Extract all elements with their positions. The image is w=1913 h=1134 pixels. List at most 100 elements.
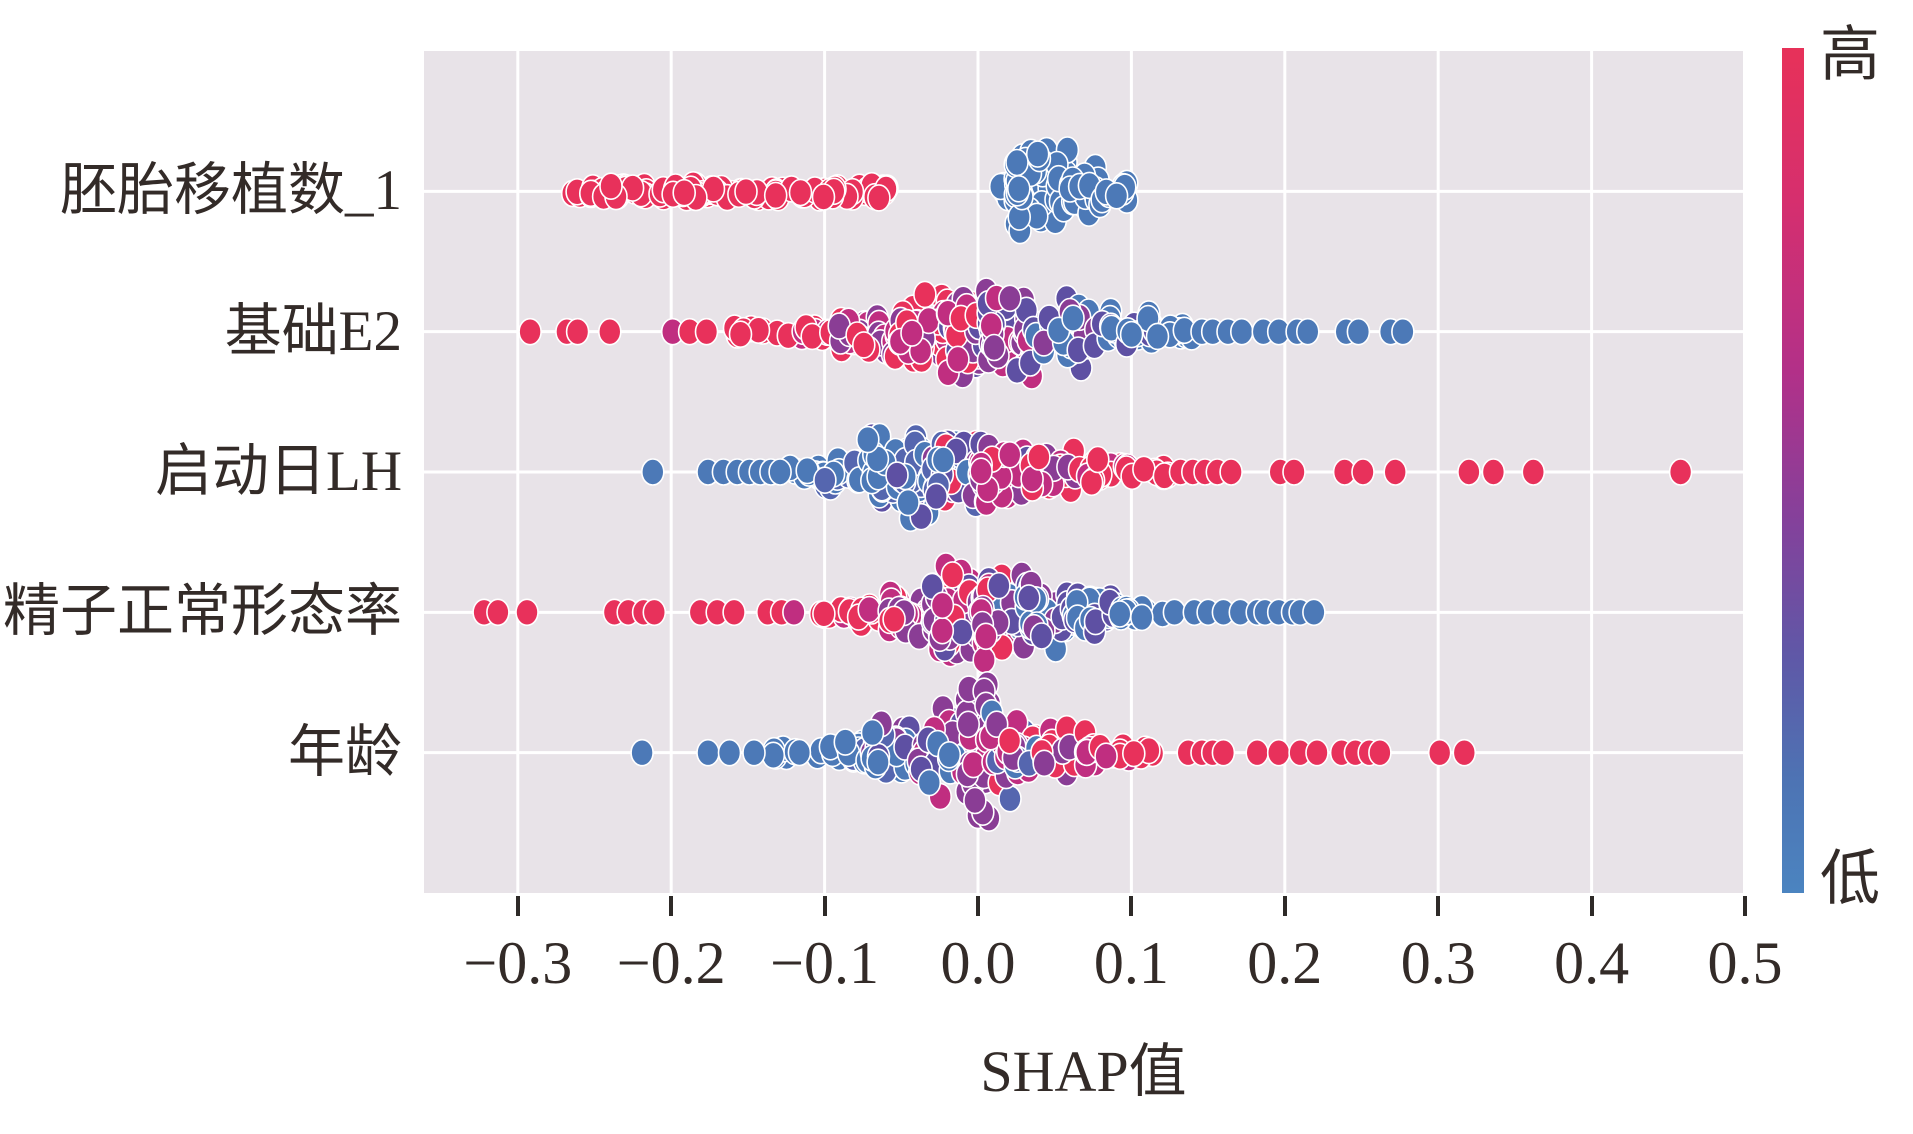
shap-point (931, 446, 956, 474)
shap-point (1085, 445, 1110, 474)
shap-point (896, 488, 920, 517)
shap-point (1457, 458, 1481, 486)
x-tick-label: 0.1 (1093, 930, 1169, 996)
shap-point (728, 320, 753, 349)
x-axis-title: SHAP值 (980, 1039, 1187, 1104)
shap-point (1104, 182, 1129, 210)
shap-point (940, 561, 965, 589)
shap-point (900, 319, 924, 347)
shap-point (811, 183, 836, 211)
x-tick-label: 0.5 (1707, 930, 1783, 996)
x-tick-label: 0.4 (1554, 930, 1630, 996)
x-tick-mark (669, 896, 674, 916)
shap-point (1266, 738, 1291, 767)
shap-point (694, 317, 719, 346)
feature-label-1: 胚胎移植数_1 (60, 159, 402, 223)
shap-point (515, 598, 539, 627)
shap-point (518, 317, 542, 346)
shap-point (1145, 322, 1170, 351)
colorbar-gradient (1782, 48, 1804, 893)
shap-point (788, 178, 813, 207)
shap-point (950, 618, 974, 646)
plot-panel (424, 51, 1743, 893)
shap-point (1351, 458, 1375, 486)
x-tick-mark (1282, 896, 1287, 916)
shap-point (937, 740, 962, 769)
shap-point (851, 331, 876, 359)
y-axis-feature-labels: 胚胎移植数_1 基础E2 启动日LH 精子正常形态率 年龄 (0, 0, 410, 900)
shap-point (1295, 317, 1320, 346)
shap-point (924, 482, 949, 511)
shap-point (763, 181, 788, 210)
shap-point (672, 178, 697, 207)
shap-point (787, 738, 812, 767)
shap-point (813, 466, 837, 495)
shap-point (1427, 738, 1452, 767)
shap-point (642, 598, 667, 627)
shap-point (882, 605, 906, 634)
shap-point (867, 184, 891, 212)
feature-label-4: 精子正常形态率 (3, 580, 402, 644)
shap-point (1006, 175, 1031, 203)
feature-label-2: 基础E2 (224, 299, 402, 363)
shap-point (1162, 598, 1187, 627)
x-tick-mark (1436, 896, 1441, 916)
shap-point (1032, 749, 1057, 778)
shap-point (1668, 458, 1693, 486)
x-tick-mark (1743, 896, 1747, 916)
shap-point (768, 458, 792, 486)
x-tick-mark (822, 896, 827, 916)
shap-point (1481, 458, 1506, 486)
shap-point (486, 598, 510, 627)
shap-point (855, 425, 880, 454)
shap-point (930, 591, 955, 620)
shap-point (972, 646, 997, 674)
colorbar-low-label: 低 (1820, 846, 1880, 912)
x-tick-label: −0.3 (463, 930, 573, 996)
shap-point (1305, 738, 1329, 767)
shap-point (961, 750, 986, 779)
shap-point (974, 622, 998, 651)
shap-point (1029, 622, 1054, 650)
colorbar-high-label: 高 (1820, 22, 1880, 88)
shap-point (696, 738, 720, 767)
shap-point (1383, 458, 1408, 486)
shap-point (1005, 148, 1029, 177)
shap-point (997, 440, 1022, 469)
shap-point (1219, 458, 1243, 486)
shap-point (833, 728, 858, 756)
shap-point (599, 172, 623, 200)
shap-point (782, 598, 806, 627)
shap-point (1027, 443, 1051, 471)
shap-point (1107, 600, 1132, 628)
shap-point (1452, 738, 1477, 767)
shap-point (885, 461, 909, 489)
shap-point (866, 748, 890, 777)
shap-point (987, 571, 1011, 600)
shap-point (930, 616, 955, 645)
shap-point (913, 280, 937, 309)
shap-point (1094, 742, 1118, 771)
shap-point (734, 177, 758, 206)
shap-point (857, 595, 882, 624)
shap-point (641, 458, 665, 486)
x-tick-mark (1129, 896, 1134, 916)
shap-point (1521, 458, 1546, 486)
shap-point (946, 345, 970, 374)
shap-point (812, 599, 836, 628)
x-tick-label: 0.2 (1247, 930, 1323, 996)
shap-point (1016, 584, 1041, 612)
shap-point (1132, 455, 1156, 484)
shap-point (565, 317, 590, 346)
shap-point (982, 333, 1006, 362)
shap-point (1245, 738, 1270, 767)
shap-point (1368, 738, 1392, 767)
x-tick-label: −0.1 (770, 930, 880, 996)
x-tick-label: 0.0 (940, 930, 1016, 996)
shap-point (717, 738, 742, 767)
shap-point (1391, 317, 1415, 346)
shap-point (998, 284, 1022, 313)
shap-point (1282, 458, 1306, 486)
shap-point (1302, 598, 1326, 627)
